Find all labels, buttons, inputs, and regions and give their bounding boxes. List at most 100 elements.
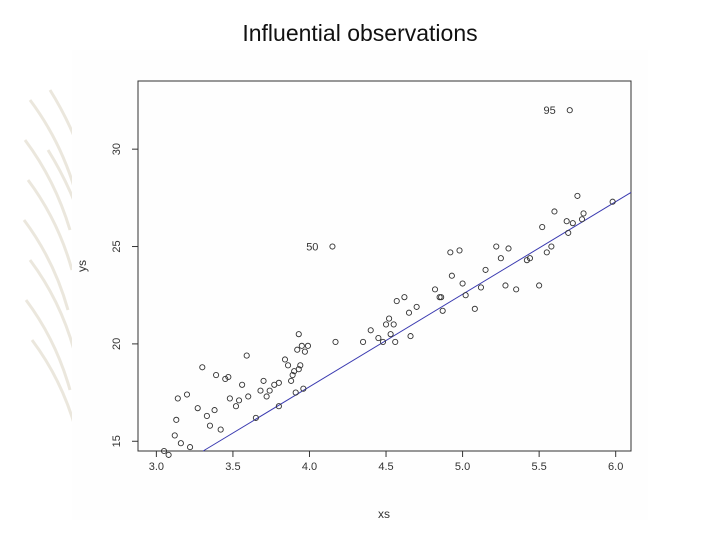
data-point xyxy=(438,294,445,301)
data-point xyxy=(294,346,301,353)
data-point xyxy=(292,389,299,396)
plot-frame xyxy=(137,80,632,452)
data-point xyxy=(295,331,302,338)
point-annotation: 50 xyxy=(306,242,318,254)
y-tick-label: 20 xyxy=(111,338,123,350)
data-point xyxy=(206,422,214,429)
data-point xyxy=(239,381,246,388)
data-point xyxy=(199,364,206,371)
data-point xyxy=(217,426,224,433)
data-point xyxy=(401,294,408,301)
data-point xyxy=(160,447,168,455)
x-tick-label: 4.5 xyxy=(378,461,393,473)
data-point xyxy=(297,362,304,369)
data-point xyxy=(289,372,296,379)
data-point xyxy=(566,107,573,114)
x-tick-label: 3.5 xyxy=(225,461,240,473)
data-point xyxy=(497,255,504,262)
x-tick-label: 3.0 xyxy=(149,461,164,473)
data-point xyxy=(222,375,229,382)
data-point xyxy=(387,331,394,338)
data-point xyxy=(563,218,570,225)
data-point xyxy=(580,210,587,217)
data-point xyxy=(471,305,478,312)
data-point xyxy=(379,338,387,345)
data-point xyxy=(413,303,420,310)
data-point xyxy=(203,412,210,419)
data-point xyxy=(482,266,489,273)
data-point xyxy=(447,249,454,256)
x-tick-label: 5.0 xyxy=(455,461,470,473)
data-point xyxy=(177,440,184,447)
data-point xyxy=(194,405,201,412)
data-point xyxy=(301,348,308,355)
x-tick-label: 4.0 xyxy=(302,461,317,473)
data-point xyxy=(405,309,413,316)
data-point xyxy=(493,243,500,250)
data-point xyxy=(565,229,572,236)
data-point xyxy=(539,224,546,231)
x-axis-label: xs xyxy=(378,507,390,520)
data-point xyxy=(304,342,311,349)
regression-line xyxy=(202,192,632,452)
data-point xyxy=(298,342,305,349)
plot-panel: 3.0 3.5 4.0 4.5 5.0 5.5 6.0 15 20 25 30 95 50 xs y… xyxy=(72,50,648,520)
data-point xyxy=(295,366,302,373)
y-tick-label: 15 xyxy=(111,435,123,447)
data-point xyxy=(392,338,399,345)
scatter-plot: 3.0 3.5 4.0 4.5 5.0 5.5 6.0 15 20 25 30 95 50 xs y… xyxy=(75,80,632,520)
data-point xyxy=(183,391,191,398)
data-point xyxy=(165,451,172,458)
data-point xyxy=(174,395,181,402)
data-point xyxy=(569,220,576,227)
data-point xyxy=(382,321,390,328)
x-tick-label: 5.5 xyxy=(531,461,546,473)
data-point xyxy=(477,284,485,291)
data-point xyxy=(332,338,339,345)
data-point xyxy=(431,286,439,293)
data-point xyxy=(551,208,558,215)
data-point xyxy=(275,379,282,386)
data-point xyxy=(173,416,180,423)
data-point xyxy=(284,362,292,369)
data-point xyxy=(393,298,400,305)
data-point xyxy=(390,321,397,328)
data-point xyxy=(526,255,534,262)
data-point xyxy=(260,377,267,384)
data-point xyxy=(263,393,270,400)
x-tick-label: 6.0 xyxy=(608,461,623,473)
data-point xyxy=(505,245,512,252)
data-point xyxy=(252,414,259,421)
y-axis-label: ys xyxy=(75,260,89,272)
data-point xyxy=(375,335,382,342)
data-point xyxy=(523,257,530,264)
data-point xyxy=(609,198,616,205)
data-point xyxy=(574,192,581,199)
data-point xyxy=(456,247,463,254)
data-point xyxy=(171,432,178,439)
data-point xyxy=(243,352,250,359)
data-point xyxy=(367,327,374,334)
point-annotation: 95 xyxy=(544,105,556,117)
data-point xyxy=(300,385,307,392)
data-point xyxy=(360,338,367,345)
slide-title: Influential observations xyxy=(242,20,478,46)
data-point xyxy=(439,307,446,314)
data-point xyxy=(225,373,232,381)
data-point xyxy=(462,292,469,299)
data-point xyxy=(235,397,243,404)
data-point xyxy=(407,333,414,340)
data-point xyxy=(187,444,194,451)
data-point xyxy=(329,243,336,250)
data-point xyxy=(275,403,282,410)
data-point xyxy=(543,249,550,256)
data-point xyxy=(266,387,273,394)
data-point xyxy=(226,395,233,402)
data-point xyxy=(386,315,393,322)
data-point xyxy=(232,403,240,410)
data-point xyxy=(288,377,295,384)
data-point xyxy=(213,372,220,379)
data-point xyxy=(245,393,252,400)
data-point xyxy=(548,243,555,250)
data-point xyxy=(536,282,543,289)
